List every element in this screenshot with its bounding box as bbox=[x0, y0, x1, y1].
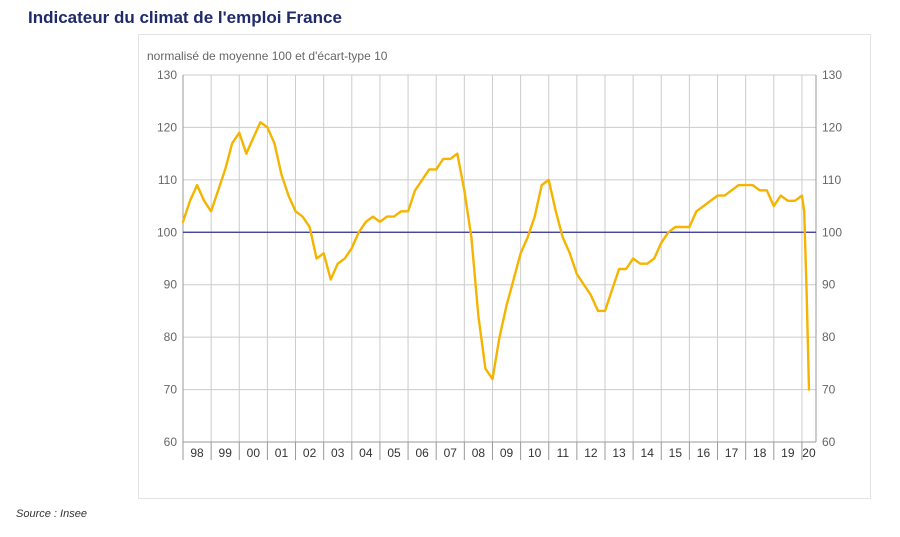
x-tick-label: 12 bbox=[584, 446, 598, 460]
x-tick-label: 17 bbox=[725, 446, 739, 460]
x-tick-label: 08 bbox=[472, 446, 486, 460]
series-layer bbox=[181, 120, 816, 391]
y-tick-label-right: 100 bbox=[822, 225, 842, 239]
grid bbox=[182, 74, 816, 443]
x-tick-label: 15 bbox=[669, 446, 683, 460]
x-tick-label: 16 bbox=[697, 446, 711, 460]
x-tick-label: 20 bbox=[802, 446, 816, 460]
x-tick-label: 04 bbox=[359, 446, 373, 460]
x-tick-label: 18 bbox=[753, 446, 767, 460]
y-tick-label-right: 120 bbox=[822, 120, 842, 134]
chart-container: normalisé de moyenne 100 et d'écart-type… bbox=[138, 34, 871, 499]
y-tick-label-right: 60 bbox=[822, 435, 836, 449]
series-line-0 bbox=[181, 120, 811, 391]
x-tick-label: 11 bbox=[557, 446, 570, 460]
y-tick-label-left: 60 bbox=[164, 435, 178, 449]
x-tick-label: 03 bbox=[331, 446, 345, 460]
y-tick-label-right: 80 bbox=[822, 330, 836, 344]
y-tick-label-left: 70 bbox=[164, 383, 178, 397]
y-tick-label-right: 70 bbox=[822, 383, 836, 397]
page-title: Indicateur du climat de l'emploi France bbox=[28, 8, 342, 27]
y-tick-label-right: 110 bbox=[822, 173, 841, 187]
chart-subtitle: normalisé de moyenne 100 et d'écart-type… bbox=[147, 49, 388, 63]
x-tick-label: 14 bbox=[641, 446, 655, 460]
x-tick-label: 19 bbox=[781, 446, 795, 460]
y-tick-label-left: 120 bbox=[157, 120, 177, 134]
y-tick-label-right: 90 bbox=[822, 278, 836, 292]
y-tick-label-left: 100 bbox=[157, 225, 177, 239]
x-tick-label: 00 bbox=[247, 446, 261, 460]
x-tick-label: 06 bbox=[415, 446, 429, 460]
line-chart: normalisé de moyenne 100 et d'écart-type… bbox=[147, 49, 842, 460]
x-tick-label: 99 bbox=[219, 446, 233, 460]
x-tick-label: 01 bbox=[275, 446, 289, 460]
x-tick-label: 13 bbox=[612, 446, 626, 460]
y-tick-label-right: 130 bbox=[822, 68, 842, 82]
x-tick-label: 02 bbox=[303, 446, 317, 460]
source-note: Source : Insee bbox=[16, 508, 87, 520]
x-tick-label: 98 bbox=[190, 446, 204, 460]
y-tick-label-left: 130 bbox=[157, 68, 177, 82]
axes bbox=[182, 75, 817, 460]
y-tick-label-left: 110 bbox=[158, 173, 177, 187]
x-tick-label: 05 bbox=[387, 446, 401, 460]
y-tick-label-left: 90 bbox=[164, 278, 178, 292]
x-tick-label: 10 bbox=[528, 446, 542, 460]
x-tick-label: 09 bbox=[500, 446, 514, 460]
x-tick-label: 07 bbox=[444, 446, 458, 460]
y-tick-label-left: 80 bbox=[164, 330, 178, 344]
